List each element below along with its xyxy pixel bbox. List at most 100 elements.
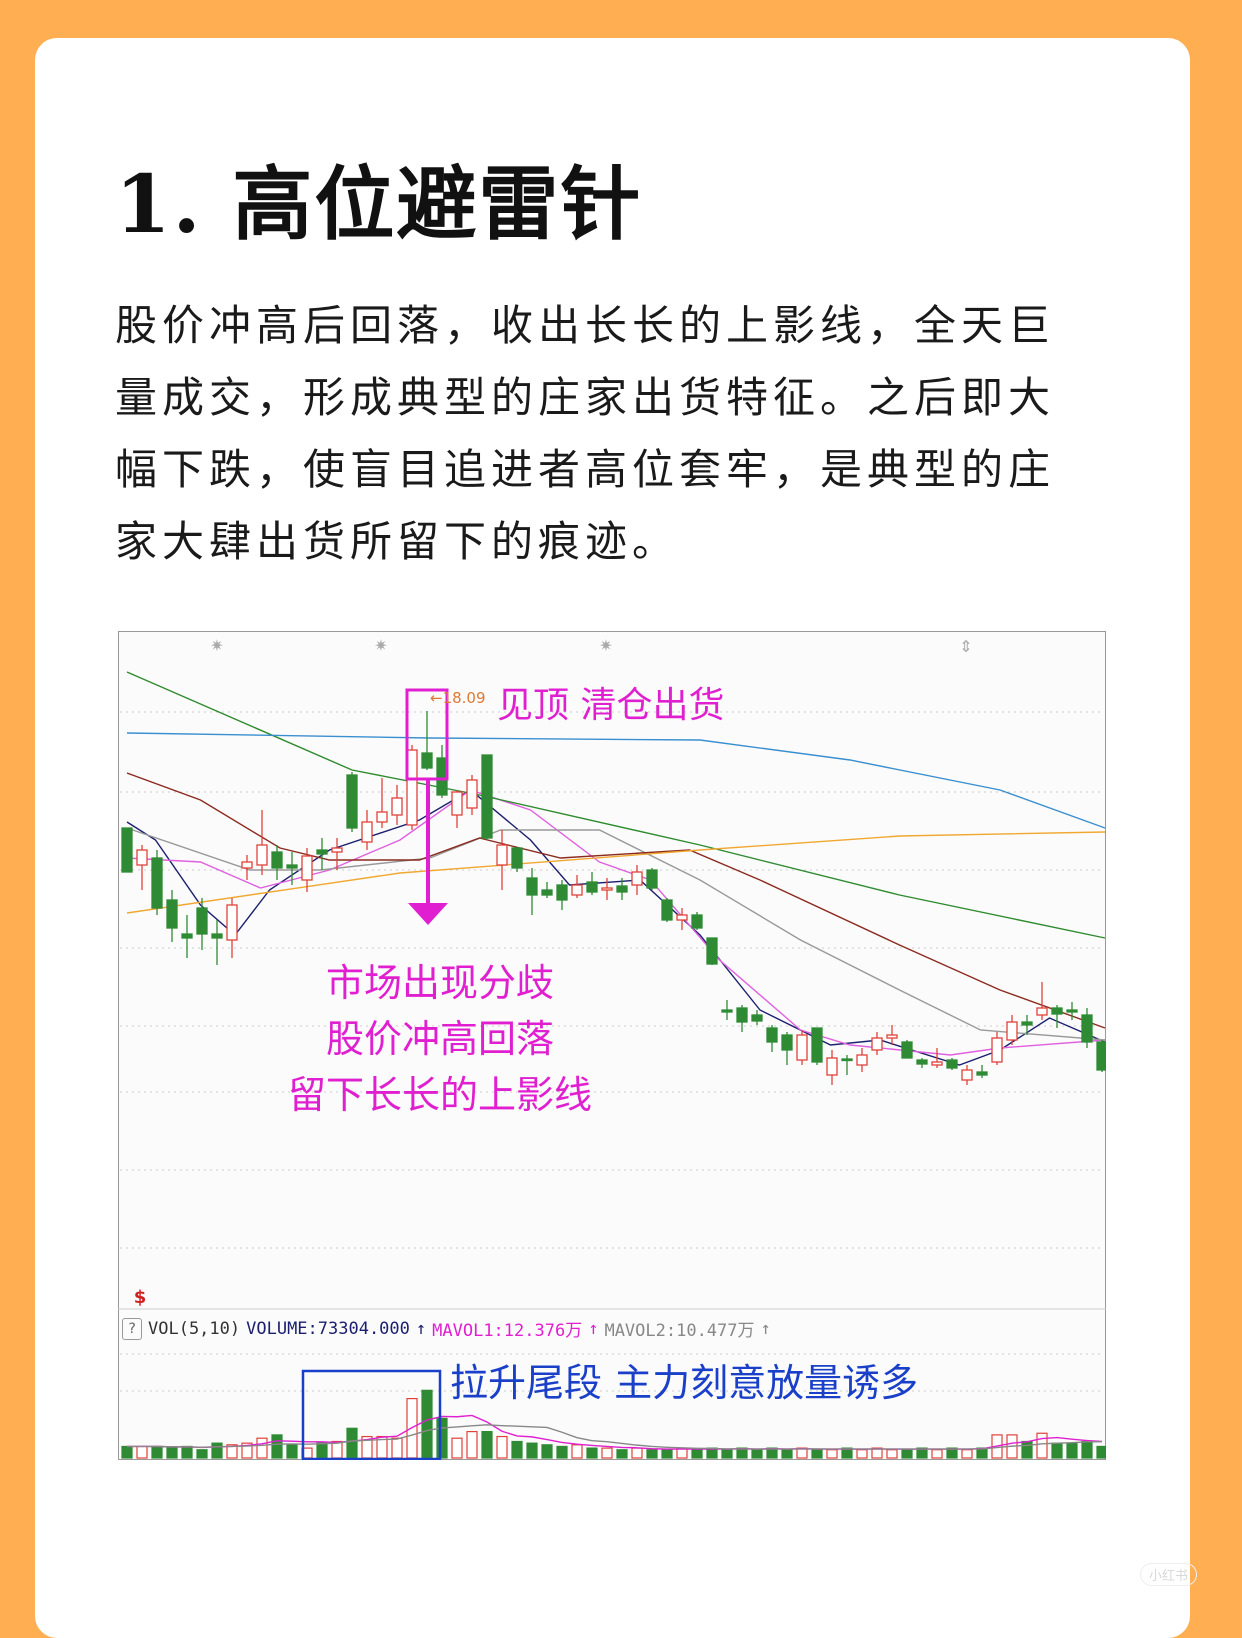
volume-bar — [196, 1449, 208, 1459]
mavol1-value: MAVOL1:12.376万 — [432, 1321, 583, 1341]
candle-body — [901, 1041, 913, 1059]
candle-body — [871, 1037, 883, 1051]
volume-bar — [181, 1445, 193, 1459]
volume-bar — [781, 1449, 793, 1459]
page-title: 1. 高位避雷针 — [115, 157, 643, 251]
volume-bar — [496, 1435, 508, 1459]
volume-bar — [811, 1449, 823, 1459]
help-button[interactable]: ? — [122, 1317, 142, 1340]
candle-body — [286, 864, 298, 869]
description-line: 幅下跌，使盲目追进者高位套牢，是典型的庄 — [115, 445, 1056, 494]
description-line: 家大肆出货所留下的痕迹。 — [115, 517, 680, 566]
candle-body — [736, 1007, 748, 1023]
candle-body — [811, 1027, 823, 1063]
candle-body — [466, 779, 478, 809]
volume-bar — [661, 1449, 673, 1459]
annotation-top: 见顶 清仓出货 — [497, 685, 725, 726]
volume-bar — [1081, 1440, 1093, 1459]
candle-body — [331, 847, 343, 853]
candle-body — [556, 884, 568, 901]
peak-price-label: ←18.09 — [430, 689, 486, 707]
annotation-line: 市场出现分歧 — [325, 961, 554, 1005]
candle-body — [481, 754, 493, 839]
candle-body — [271, 851, 283, 869]
candle-body — [976, 1071, 988, 1076]
volume-bar — [1066, 1442, 1078, 1459]
volume-value: VOLUME:73304.000 — [246, 1318, 410, 1339]
candle-body — [676, 914, 688, 921]
description-line: 量成交，形成典型的庄家出货特征。之后即大 — [115, 373, 1056, 422]
candle-body — [406, 749, 418, 826]
candle-body — [631, 871, 643, 886]
volume-bar — [256, 1437, 268, 1459]
candle-body — [856, 1054, 868, 1066]
candle-body — [181, 933, 193, 939]
volume-bar — [946, 1447, 958, 1459]
marker-star-icon: ✷ — [374, 636, 387, 655]
vol-indicator-label: VOL(5,10) — [148, 1318, 241, 1339]
candle-body — [166, 899, 178, 929]
volume-bar — [691, 1449, 703, 1459]
volume-bar — [616, 1449, 628, 1459]
volume-header: ? VOL(5,10) VOLUME:73304.000 ↑ MAVOL1:12… — [122, 1316, 771, 1341]
volume-bar — [331, 1440, 343, 1459]
volume-bar — [571, 1444, 583, 1459]
candle-body — [601, 887, 613, 891]
volume-bar — [241, 1442, 253, 1459]
moving-average-line — [126, 732, 1106, 829]
candle-body — [316, 849, 328, 855]
candle-body — [526, 877, 538, 896]
volume-bar — [646, 1449, 658, 1459]
volume-bar — [121, 1445, 133, 1459]
volume-bar — [721, 1449, 733, 1459]
candle-body — [796, 1034, 808, 1061]
candle-body — [346, 774, 358, 829]
candle-body — [946, 1059, 958, 1069]
volume-bar — [166, 1447, 178, 1459]
candle-body — [451, 791, 463, 816]
chart-svg: ✷ ✷ ✷ ⇕ $ ←18.09 — [118, 631, 1106, 1460]
candle-body — [691, 914, 703, 929]
up-arrow-icon: ↑ — [588, 1318, 599, 1339]
candle-body — [931, 1061, 943, 1066]
mavol-line — [127, 1424, 1103, 1450]
candle-body — [391, 797, 403, 816]
candle-body — [826, 1057, 838, 1076]
down-arrow-icon — [408, 903, 448, 925]
candle-body — [361, 821, 373, 843]
candle-body — [751, 1014, 763, 1022]
candle-body — [1096, 1041, 1106, 1071]
volume-bar — [451, 1437, 463, 1459]
candle-body — [136, 849, 148, 866]
volume-bar — [466, 1430, 478, 1459]
candle-body — [1051, 1007, 1063, 1015]
moving-average-line — [126, 831, 1106, 914]
stock-chart: ✷ ✷ ✷ ⇕ $ ←18.09 — [118, 631, 1106, 1460]
volume-bar — [136, 1445, 148, 1459]
candle-body — [916, 1059, 928, 1065]
candle-body — [766, 1027, 778, 1043]
candle-body — [571, 884, 583, 896]
candle-body — [241, 861, 253, 869]
volume-bar — [871, 1447, 883, 1459]
volume-bar — [916, 1447, 928, 1459]
candle-body — [1066, 1009, 1078, 1013]
volume-bar — [286, 1444, 298, 1459]
volume-bar — [1036, 1432, 1048, 1459]
marker-updown-icon: ⇕ — [959, 637, 972, 656]
volume-bar — [481, 1430, 493, 1459]
annotation-line: 留下长长的上影线 — [287, 1073, 592, 1117]
candle-body — [706, 937, 718, 965]
volume-bar — [526, 1442, 538, 1459]
volume-bar — [1096, 1445, 1106, 1459]
mavol2-value: MAVOL2:10.477万 — [604, 1321, 755, 1341]
candle-body — [586, 881, 598, 893]
description: 股价冲高后回落，收出长长的上影线，全天巨 量成交，形成典型的庄家出货特征。之后即… — [115, 290, 1115, 578]
volume-bar — [346, 1427, 358, 1459]
volume-bar — [586, 1447, 598, 1459]
candle-body — [211, 933, 223, 939]
volume-bar — [511, 1440, 523, 1459]
candle-body — [1006, 1021, 1018, 1041]
volume-bar — [211, 1442, 223, 1459]
moving-average-line — [126, 789, 1106, 1056]
